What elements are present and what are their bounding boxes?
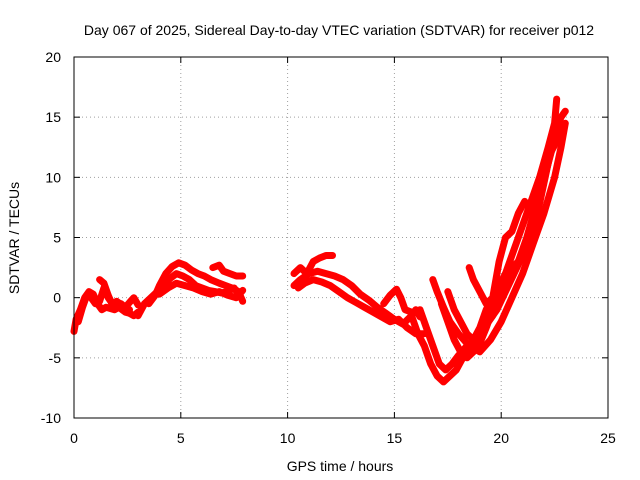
series-line-trace-8 xyxy=(290,252,336,278)
y-tick-label: 15 xyxy=(45,109,61,125)
series-line-trace-10 xyxy=(294,276,428,338)
series-line-trace-16 xyxy=(437,95,561,362)
x-tick-labels: 0 5 10 15 20 25 xyxy=(70,430,616,446)
x-tick-label: 20 xyxy=(493,430,509,446)
y-tick-label: -10 xyxy=(41,410,61,426)
series-line-trace-5 xyxy=(145,259,247,308)
y-tick-label: -5 xyxy=(49,350,62,366)
chart-title: Day 067 of 2025, Sidereal Day-to-day VTE… xyxy=(84,22,594,38)
series-line-trace-17 xyxy=(465,197,533,308)
x-tick-label: 10 xyxy=(280,430,296,446)
plot-series xyxy=(70,95,569,386)
series-line-trace-11 xyxy=(380,285,415,316)
y-tick-label: 10 xyxy=(45,169,61,185)
series-line-trace-9 xyxy=(290,267,424,328)
x-tick-label: 5 xyxy=(177,430,185,446)
y-tick-labels: -10 -5 0 5 10 15 20 xyxy=(41,49,61,426)
x-tick-label: 0 xyxy=(70,430,78,446)
series-line-trace-3 xyxy=(96,276,142,311)
x-tick-label: 15 xyxy=(387,430,403,446)
y-tick-label: 0 xyxy=(53,290,61,306)
grid xyxy=(74,57,608,418)
y-tick-label: 20 xyxy=(45,49,61,65)
series-line-trace-6 xyxy=(155,279,247,302)
ticks xyxy=(73,56,609,419)
y-tick-label: 5 xyxy=(53,230,61,246)
y-axis-label: SDTVAR / TECUs xyxy=(6,182,22,294)
x-tick-label: 25 xyxy=(600,430,616,446)
series-line-trace-7 xyxy=(209,261,247,280)
x-axis-label: GPS time / hours xyxy=(287,458,394,474)
